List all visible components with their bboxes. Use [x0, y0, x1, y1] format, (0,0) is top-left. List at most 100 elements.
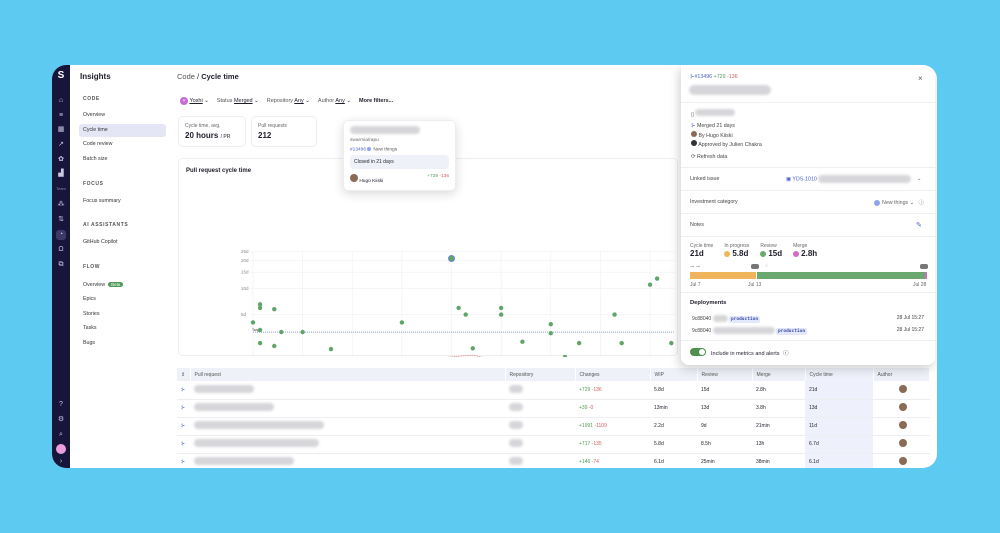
repository-filter[interactable]: Repository Any ⌄ [266, 98, 310, 104]
author-filter[interactable]: Author Any ⌄ [317, 98, 351, 104]
nav-item-stories[interactable]: Stories [83, 311, 100, 317]
team-label: Team [56, 186, 66, 191]
breadcrumb-parent[interactable]: Code [177, 72, 195, 81]
nav-item-flow-overview[interactable]: Overview Beta [79, 278, 166, 291]
pr-title-cell[interactable] [190, 381, 505, 400]
panel-pr-number[interactable]: #13496 [694, 74, 713, 80]
repository-cell [505, 381, 575, 400]
pr-title-cell[interactable] [190, 417, 505, 436]
investment-category-select[interactable]: New things ⌄ ⓘ [874, 198, 924, 206]
pr-title-cell[interactable] [190, 435, 505, 454]
y-tick-label: 20d [241, 258, 249, 263]
team-icon[interactable]: ⁂ [57, 201, 65, 208]
nav-item-focus-summary[interactable]: Focus summary [83, 198, 121, 204]
linked-issue-select[interactable]: ▣ YDS-1010 ⌄ [786, 175, 921, 183]
column-changes[interactable]: Changes [575, 368, 651, 381]
edit-notes-icon[interactable]: ✎ [916, 222, 922, 229]
include-toggle[interactable] [690, 348, 706, 356]
search-icon[interactable]: ⌕ [59, 431, 63, 438]
pr-title-cell[interactable] [190, 399, 505, 418]
notes-label: Notes [690, 222, 704, 228]
y-tick-label: 15d [241, 270, 249, 275]
table-row[interactable]: ⊱ +39 -0 13min 13d 3.8h 13d [177, 399, 930, 418]
repo-blurred [509, 457, 523, 465]
expand-icon[interactable]: › [59, 458, 63, 465]
deployment-time: 28 Jul 15:27 [896, 315, 924, 321]
status-filter[interactable]: Status Merged ⌄ [216, 98, 259, 104]
investment-value: New things [882, 200, 909, 206]
tooltip-additions: +729 [427, 174, 439, 180]
pr-title-blurred [194, 439, 319, 447]
environment-tag: production [728, 315, 761, 323]
avatar[interactable] [56, 444, 66, 454]
sort-handle[interactable]: ⇕ [177, 368, 191, 381]
column-cycle-time[interactable]: Cycle time [805, 368, 874, 381]
tooltip-pr-number[interactable]: #13496 [350, 147, 367, 153]
bar-chart-icon[interactable]: ▟ [58, 170, 64, 177]
layers-icon[interactable]: ⧉ [58, 261, 64, 268]
insights-icon[interactable]: ◔ [56, 230, 66, 240]
team-filter[interactable]: Y Yoshi ⌄ [180, 97, 209, 105]
column-pull-request[interactable]: Pull request [190, 368, 506, 381]
cycle-time-cell: 13d [805, 399, 873, 418]
stat-value: 20 hours [185, 131, 219, 140]
repo-blurred [509, 439, 523, 447]
column-merge[interactable]: Merge [752, 368, 806, 381]
deletions: -1109 [594, 423, 607, 429]
merge-cell: 2.8h [752, 381, 805, 400]
nav-item-batch-size[interactable]: Batch size [83, 156, 108, 162]
headset-icon[interactable]: Ω [58, 246, 64, 253]
nav-item-epics[interactable]: Epics [83, 296, 96, 302]
settings-icon[interactable]: ⚙ [57, 416, 65, 423]
cycle-breakdown: Cycle time 21d In progress 5.8d Review 15d … [690, 243, 817, 258]
column-wip[interactable]: WIP [650, 368, 698, 381]
help-icon[interactable]: ? [59, 401, 63, 408]
deletions: -136 [591, 386, 602, 393]
logo-icon[interactable]: S [57, 70, 65, 81]
nav-item-overview[interactable]: Overview [83, 112, 106, 118]
breadcrumb-separator: / [197, 72, 200, 81]
nav-item-tasks[interactable]: Tasks [83, 325, 97, 331]
stage-bar [690, 272, 927, 279]
table-row[interactable]: ⊱ +1991 -1109 2.2d 9d 21min 11d [177, 417, 930, 436]
repo-icon: ▯ [691, 112, 694, 118]
refresh-icon[interactable]: ⟳ [691, 154, 696, 160]
more-filters-button[interactable]: More filters... [359, 98, 394, 104]
nav-item-github-copilot[interactable]: GitHub Copilot [83, 239, 118, 245]
close-icon[interactable]: × [918, 74, 923, 83]
deployment-sha[interactable]: 9c88040 [692, 315, 712, 322]
timeline-start: Jul 7 [690, 282, 701, 288]
nav-item-bugs[interactable]: Bugs [83, 340, 96, 346]
pr-title-cell[interactable] [190, 453, 505, 468]
pull-request-icon[interactable]: ⇅ [58, 216, 64, 223]
home-icon[interactable]: ⌂ [58, 97, 64, 104]
wip-cell: 13min [650, 399, 697, 418]
pr-title-blurred [194, 457, 294, 465]
trend-icon[interactable]: ↗ [58, 141, 64, 148]
hierarchy-icon[interactable]: ≡ [58, 112, 64, 119]
nav-item-code-review[interactable]: Code review [83, 141, 113, 147]
page-title: Cycle time [201, 72, 239, 81]
grid-icon[interactable]: ▦ [57, 126, 65, 133]
additions: +1991 [579, 423, 594, 429]
info-icon[interactable]: ⓘ [783, 351, 789, 357]
gear-flower-icon[interactable]: ✿ [58, 156, 64, 163]
deployment-time: 28 Jul 15:27 [896, 327, 924, 333]
column-review[interactable]: Review [697, 368, 753, 381]
table-row[interactable]: ⊱ +717 -135 5.8d 8.5h 13h 6.7d [177, 435, 930, 454]
info-icon[interactable]: ⓘ [918, 200, 924, 206]
cycle-time-cell: 21d [805, 381, 873, 400]
deployment-sha[interactable]: 9c88040 [692, 327, 712, 334]
column-repository[interactable]: Repository [505, 368, 576, 381]
stat-label: Cycle time, avg. [185, 123, 221, 129]
author-avatar [691, 131, 697, 137]
refresh-data-link[interactable]: Refresh data [696, 154, 728, 160]
table-row[interactable]: ⊱ +146 -74 6.1d 25min 38min 6.1d [177, 453, 930, 468]
breakdown-value: 15d [768, 249, 783, 258]
closed-pr-point [654, 276, 660, 281]
column-author[interactable]: Author [873, 368, 930, 381]
author-cell [873, 453, 930, 468]
table-row[interactable]: ⊱ +729 -136 5.8d 15d 2.8h 21d [177, 381, 930, 400]
nav-item-cycle-time[interactable]: Cycle time [79, 124, 166, 137]
